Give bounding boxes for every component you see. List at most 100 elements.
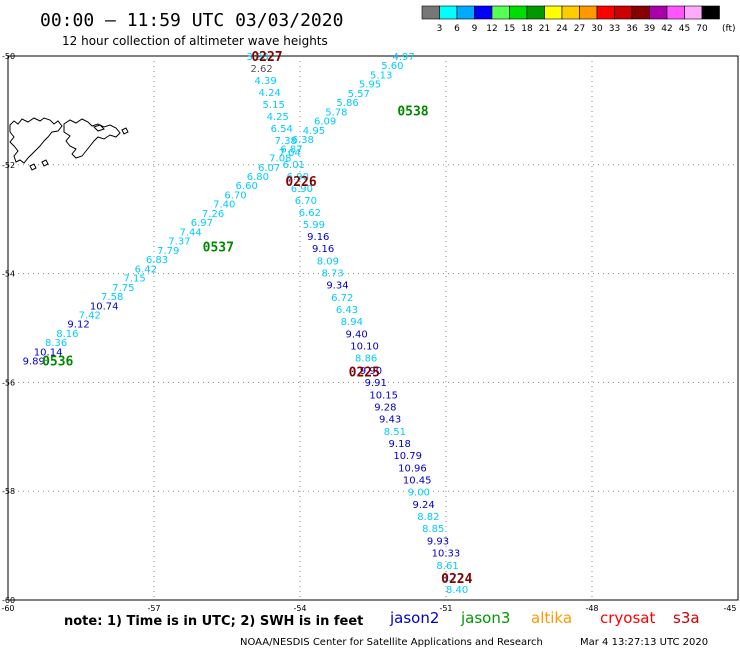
wave-height-value: 7.79 [157, 246, 179, 257]
wave-height-value: 8.51 [384, 427, 406, 438]
legend-swatch [544, 5, 563, 20]
legend-label: 6 [454, 24, 460, 34]
credit-line: NOAA/NESDIS Center for Satellite Applica… [240, 637, 543, 648]
legend-unit: (ft) [722, 24, 736, 34]
wave-height-value: 9.40 [345, 329, 367, 340]
wave-height-value: 4.97 [392, 52, 414, 63]
wave-height-value: 9.00 [408, 488, 430, 499]
wave-height-value: 5.99 [303, 220, 325, 231]
descending-track-values: 3.902.624.394.245.154.256.547.387.046.01… [246, 52, 468, 596]
wave-height-value: 10.74 [90, 301, 119, 312]
wave-height-value: 7.40 [213, 200, 235, 211]
wave-height-value: 6.42 [135, 264, 157, 275]
legend-label: 18 [521, 24, 533, 34]
wave-height-value: 9.16 [307, 232, 329, 243]
wave-height-value: 9.24 [412, 500, 434, 511]
satellite-legend: jason2 jason3 altika cryosat s3a [389, 609, 700, 627]
latitude-labels: -50 -52 -54 -56 -58 -60 [2, 52, 15, 605]
legend-swatch [684, 5, 703, 20]
wave-height-value: 9.12 [67, 320, 89, 331]
legend-label: 30 [591, 24, 603, 34]
wave-height-value: 6.01 [283, 160, 305, 171]
legend-swatch [579, 5, 598, 20]
lon-label: -48 [585, 604, 598, 613]
wave-height-value: 6.62 [299, 208, 321, 219]
wave-height-value: 5.57 [348, 89, 370, 100]
wave-height-value: 6.80 [247, 172, 269, 183]
wave-height-value: 10.15 [369, 390, 398, 401]
wave-height-value: 8.73 [322, 268, 344, 279]
wave-height-value: 6.60 [236, 181, 258, 192]
wave-height-value: 6.07 [258, 163, 280, 174]
legend-label: 3 [437, 24, 443, 34]
units-note: note: 1) Time is in UTC; 2) SWH is in fe… [64, 614, 363, 629]
wave-height-value: 5.78 [325, 107, 347, 118]
wave-height-value: 4.39 [255, 76, 277, 87]
legend-label: 24 [556, 24, 568, 34]
pass-label: 0227 [251, 50, 282, 65]
wave-height-value: 8.94 [341, 317, 363, 328]
legend-swatch [614, 5, 633, 20]
lon-label: -45 [723, 604, 736, 613]
map-frame [7, 55, 739, 601]
wave-height-value: 8.61 [436, 561, 458, 572]
generated-timestamp: Mar 4 13:27:13 UTC 2020 [580, 637, 708, 648]
legend-label: 42 [661, 24, 672, 34]
legend-swatch [561, 5, 580, 20]
lon-label: -51 [439, 604, 452, 613]
wave-height-value: 6.09 [314, 117, 336, 128]
lon-label: -54 [293, 604, 306, 613]
wave-height-value: 7.44 [180, 227, 202, 238]
wave-height-value: 9.91 [365, 378, 387, 389]
legend-label: 45 [679, 24, 690, 34]
wave-height-value: 2.62 [250, 64, 272, 75]
sat-altika: altika [531, 609, 572, 627]
wave-height-value: 6.90 [287, 172, 309, 183]
legend-label: 9 [472, 24, 478, 34]
legend-label: 70 [696, 24, 708, 34]
wave-height-value: 7.42 [79, 310, 101, 321]
legend-label: 36 [626, 24, 638, 34]
pass-label: 0538 [397, 104, 428, 119]
sat-jason2: jason2 [389, 609, 439, 627]
wave-height-value: 6.83 [146, 255, 168, 266]
wave-height-value: 9.93 [427, 536, 449, 547]
wave-height-value: 7.38 [275, 136, 297, 147]
wave-height-value: 5.86 [336, 98, 358, 109]
legend-label: 21 [539, 24, 550, 34]
wave-height-value: 4.25 [267, 112, 289, 123]
wave-height-value: 8.40 [446, 585, 468, 596]
lat-label: -54 [2, 270, 15, 279]
longitude-labels: -60 -57 -54 -51 -48 -45 [1, 604, 736, 613]
wave-height-value: 6.70 [295, 196, 317, 207]
lat-lon-grid [8, 56, 738, 600]
wave-height-value: 9.43 [379, 415, 401, 426]
wave-height-value: 4.95 [303, 126, 325, 137]
legend-swatch [649, 5, 668, 20]
wave-height-value: 8.85 [422, 524, 444, 535]
sat-s3a: s3a [673, 609, 700, 627]
wave-height-value: 8.09 [317, 256, 339, 267]
wave-height-value: 6.72 [331, 293, 353, 304]
legend-swatch [509, 5, 528, 20]
wave-height-value: 9.34 [326, 281, 348, 292]
wave-height-value: 8.82 [417, 512, 439, 523]
sat-jason3: jason3 [460, 609, 510, 627]
map-subtitle: 12 hour collection of altimeter wave hei… [62, 34, 328, 48]
pass-labels: 0227 0226 0225 0224 0538 0537 0536 [42, 50, 473, 587]
wave-height-value: 9.18 [389, 439, 411, 450]
wave-height-value: 6.87 [280, 144, 302, 155]
legend-swatch [474, 5, 493, 20]
wave-height-value: 7.15 [123, 274, 145, 285]
legend-swatch [596, 5, 615, 20]
legend-swatch [631, 5, 650, 20]
wave-height-value: 10.33 [432, 549, 461, 560]
lat-label: -56 [2, 378, 15, 387]
wave-height-value: 5.95 [359, 80, 381, 91]
pass-label: 0226 [285, 175, 316, 190]
pass-label: 0224 [441, 572, 472, 587]
legend-swatch [701, 5, 720, 20]
wave-height-value: 8.86 [355, 354, 377, 365]
wave-height-value: 5.13 [370, 70, 392, 81]
